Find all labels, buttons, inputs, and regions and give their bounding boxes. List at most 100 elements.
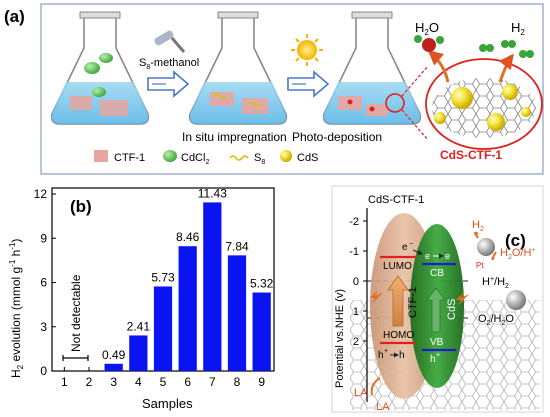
x-axis-title: Samples <box>142 396 193 411</box>
legend-ctf: CTF-1 <box>114 152 145 164</box>
cdcl2-drop-icon <box>99 53 113 63</box>
s8-icon <box>213 93 227 99</box>
svg-text:e: e <box>445 251 450 261</box>
y-axis-ticks: 0 3 6 9 12 <box>34 187 56 378</box>
svg-text:S8-methanol: S8-methanol <box>139 57 199 71</box>
svg-text:0: 0 <box>353 276 359 288</box>
cds-particle-icon <box>434 112 446 124</box>
panel-c-title: CdS-CTF-1 <box>368 194 424 206</box>
svg-text:H2: H2 <box>511 20 525 37</box>
cds-label: CdS <box>446 299 458 320</box>
vb-label: VB <box>430 337 444 348</box>
cb-label: CB <box>430 268 444 279</box>
h2-product-label: H <box>472 219 480 231</box>
svg-text:CdCl2: CdCl2 <box>181 152 209 166</box>
svg-text:−: − <box>409 241 413 248</box>
data-labels: 0.49 2.41 5.73 8.46 11.43 7.84 5.32 <box>102 186 274 361</box>
cds-legend-icon <box>280 150 292 162</box>
light-bolt-icon <box>370 290 383 304</box>
bars <box>104 202 271 371</box>
data-label-sample-8: 7.84 <box>225 239 249 253</box>
product-label: CdS-CTF-1 <box>440 148 502 162</box>
lumo-label: LUMO <box>383 261 412 272</box>
pt-particle-icon <box>477 238 495 256</box>
h2o-label: H <box>415 20 424 35</box>
cds-particle-icon <box>451 87 473 109</box>
cds-excitation-arrow <box>426 287 446 333</box>
panel-b-label: (b) <box>70 197 92 216</box>
step1-arrow: S8-methanol <box>139 30 199 98</box>
svg-text:H2O: H2O <box>415 20 439 37</box>
data-label-sample-5: 5.73 <box>151 270 175 284</box>
electron-label: e <box>402 242 408 253</box>
data-label-sample-3: 0.49 <box>102 348 126 362</box>
ctf-flake-icon <box>70 96 92 110</box>
legend-s8: S <box>254 152 261 164</box>
step2-label: Photo-deposition <box>292 130 382 144</box>
flask-1 <box>50 11 150 125</box>
legend-cds: CdS <box>297 152 318 164</box>
svg-text:S8: S8 <box>254 152 265 166</box>
y-tick-label: 9 <box>40 231 47 245</box>
step1-label: In situ impregnation <box>182 130 287 144</box>
panel-c-label: (c) <box>505 231 526 250</box>
x-tick-label: 4 <box>135 375 142 389</box>
svg-text:h: h <box>430 354 436 365</box>
cds-particle-icon <box>521 107 531 117</box>
bar-sample-3 <box>104 363 123 371</box>
ctf-excitation-arrow <box>387 275 409 327</box>
x-tick-label: 5 <box>160 375 167 389</box>
not-detectable-label: Not detectable <box>69 274 83 352</box>
cdcl2-drop-icon <box>92 87 106 97</box>
la-label-1: LA <box>354 387 368 399</box>
x-tick-label: 8 <box>234 375 241 389</box>
potential-axis-label: Potential vs.NHE (v) <box>334 289 346 388</box>
svg-text:H2: H2 <box>472 219 484 233</box>
ctf1-label: CTF-1 <box>407 287 419 318</box>
ctf-flake-icon <box>100 100 128 116</box>
data-label-sample-4: 2.41 <box>127 319 151 333</box>
x-tick-label: 2 <box>86 375 93 389</box>
sun-icon <box>291 34 323 66</box>
not-detectable-annotation: Not detectable <box>62 274 89 361</box>
hole-label: h <box>378 350 384 361</box>
svg-text:-1: -1 <box>349 246 359 258</box>
x-tick-label: 6 <box>184 375 191 389</box>
svg-text:H2O/H+: H2O/H+ <box>500 247 536 261</box>
o2-h2o-label: O <box>478 313 487 325</box>
svg-text:2: 2 <box>353 336 359 348</box>
h2o-h-label: H <box>500 247 508 259</box>
reagent-label: S <box>139 57 146 69</box>
ctf-flake-icon <box>366 104 388 116</box>
y-tick-label: 3 <box>40 320 47 334</box>
svg-text:O2/H2O: O2/H2O <box>478 313 514 327</box>
h2-label: H <box>511 20 520 35</box>
svg-text:e: e <box>425 251 430 261</box>
bar-sample-8 <box>227 255 247 371</box>
ctf-flake-icon <box>210 92 234 106</box>
y-axis-title: H2 evolution (mmol g-1 h-1) <box>8 239 25 378</box>
svg-text:+: + <box>384 348 388 355</box>
zoom-circle <box>385 93 405 113</box>
pipette-icon <box>154 30 174 46</box>
panel-c: CdS-CTF-1 (c) -2 -1 0 1 2 Potential vs.N… <box>331 185 544 413</box>
h2o-molecule-icon <box>414 35 444 52</box>
s8-icon <box>247 101 261 107</box>
y-tick-label: 6 <box>40 276 47 290</box>
step2-arrow <box>287 34 330 98</box>
x-tick-label: 3 <box>110 375 117 389</box>
h-h2-label: H <box>482 276 490 288</box>
pt-label: Pt <box>476 261 484 270</box>
s8-legend-icon <box>229 155 249 161</box>
bar-sample-7 <box>203 202 222 371</box>
cdcl2-drop-icon <box>84 62 100 74</box>
potential-ticks: -2 -1 0 1 2 <box>349 216 367 348</box>
panel-a-label: (a) <box>4 7 25 26</box>
cds-particle-icon <box>487 113 505 131</box>
oxidation-particle-icon <box>506 290 526 310</box>
y-tick-label: 12 <box>34 187 48 201</box>
panel-a-legend: CTF-1 CdCl2 S8 CdS <box>94 150 318 166</box>
cdcl2-legend-icon <box>163 150 177 162</box>
